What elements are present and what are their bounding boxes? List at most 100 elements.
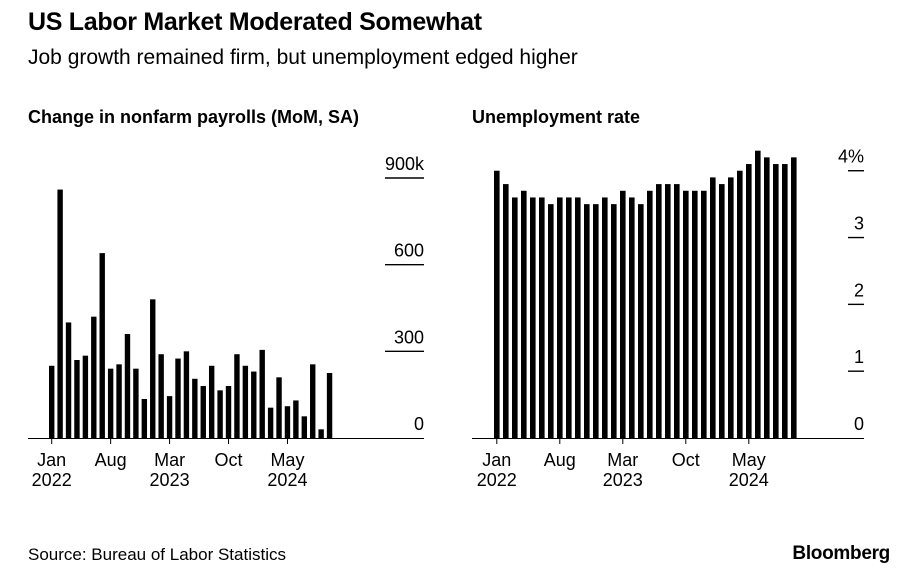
unemployment-bar: [548, 204, 554, 438]
payrolls-bar: [116, 364, 122, 438]
unemployment-bar: [530, 197, 536, 438]
unemployment-ytick-label: 4%: [838, 147, 864, 167]
unemployment-bar: [575, 197, 581, 438]
payrolls-xtick-year: 2024: [267, 470, 307, 490]
unemployment-bar: [719, 184, 725, 438]
payrolls-bar: [57, 189, 63, 438]
unemployment-bar: [503, 184, 509, 438]
unemployment-bar: [647, 190, 653, 438]
payrolls-xtick-month: Mar: [154, 450, 185, 470]
payrolls-bar: [318, 429, 324, 438]
payrolls-bar: [192, 378, 198, 438]
unemployment-bar: [773, 164, 779, 438]
payrolls-bar: [276, 377, 282, 438]
payrolls-bar: [82, 355, 89, 438]
unemployment-bar: [782, 164, 788, 438]
payrolls-ytick-label: 300: [394, 327, 424, 347]
payrolls-bar: [200, 386, 206, 438]
payrolls-bar: [99, 253, 105, 438]
unemployment-bar: [746, 164, 752, 438]
unemployment-bar: [683, 190, 689, 438]
unemployment-bar: [737, 170, 743, 438]
payrolls-xtick-month: Oct: [215, 450, 243, 470]
payrolls-bar: [208, 365, 215, 438]
unemployment-ytick-label: 1: [854, 347, 864, 367]
unemployment-bar: [584, 204, 590, 438]
payrolls-bar: [225, 386, 232, 438]
payrolls-bar: [141, 399, 148, 438]
payrolls-bar: [74, 360, 80, 438]
unemployment-xtick-year: 2024: [729, 470, 769, 490]
unemployment-xtick-month: Jan: [482, 450, 511, 470]
source-note: Source: Bureau of Labor Statistics: [28, 545, 286, 564]
payrolls-bar: [150, 299, 156, 438]
payrolls-bar: [133, 368, 139, 438]
payrolls-bar: [251, 371, 257, 438]
unemployment-bar: [692, 190, 698, 438]
unemployment-bar: [629, 197, 635, 438]
unemployment-bar: [521, 190, 527, 438]
chart-subtitle: Job growth remained firm, but unemployme…: [28, 46, 578, 69]
unemployment-bar: [665, 184, 671, 438]
payrolls-bar: [259, 349, 265, 438]
unemployment-xtick-year: 2023: [603, 470, 643, 490]
unemployment-xtick-month: May: [732, 450, 766, 470]
payrolls-bar: [124, 334, 131, 438]
unemployment-bar: [557, 197, 563, 438]
payrolls-xtick-year: 2023: [150, 470, 190, 490]
payrolls-ytick-label: 600: [394, 241, 424, 261]
unemployment-bar: [755, 150, 761, 438]
payrolls-xtick-month: Aug: [95, 450, 127, 470]
payrolls-bar: [293, 400, 299, 438]
unemployment-bar: [656, 184, 662, 438]
unemployment-bar: [539, 197, 545, 438]
unemployment-bar: [710, 177, 716, 438]
unemployment-panel-title: Unemployment rate: [472, 107, 641, 127]
unemployment-bar: [512, 197, 518, 438]
unemployment-bar: [566, 197, 572, 438]
payrolls-bar: [107, 368, 114, 438]
payrolls-bar: [91, 316, 97, 438]
payrolls-xtick-year: 2022: [32, 470, 72, 490]
payrolls-bar: [267, 407, 274, 438]
bloomberg-logo: Bloomberg: [792, 543, 890, 564]
payrolls-bar: [158, 354, 164, 438]
payrolls-bar: [301, 416, 307, 438]
payrolls-bar: [284, 406, 291, 438]
payrolls-xtick-month: May: [270, 450, 304, 470]
unemployment-xtick-month: Aug: [544, 450, 576, 470]
unemployment-bar: [620, 190, 626, 438]
payrolls-bar: [166, 396, 173, 438]
unemployment-bar: [764, 157, 770, 438]
unemployment-bar: [728, 177, 734, 438]
unemployment-ytick-label: 0: [854, 414, 864, 434]
unemployment-bar: [701, 190, 707, 438]
unemployment-bar: [674, 184, 680, 438]
unemployment-bar: [494, 170, 500, 438]
payrolls-bar: [310, 364, 316, 438]
payrolls-xtick-month: Jan: [37, 450, 66, 470]
unemployment-xtick-year: 2022: [477, 470, 517, 490]
payrolls-bar: [217, 390, 223, 438]
unemployment-ytick-label: 3: [854, 214, 864, 234]
unemployment-xtick-month: Mar: [607, 450, 638, 470]
payrolls-bar: [242, 365, 249, 438]
unemployment-bar: [602, 197, 608, 438]
payrolls-bar: [175, 358, 181, 438]
payrolls-bar: [326, 373, 333, 438]
payrolls-bar: [183, 351, 190, 438]
unemployment-bar: [638, 204, 644, 438]
unemployment-ytick-label: 2: [854, 280, 864, 300]
payrolls-bar: [234, 354, 240, 438]
unemployment-xtick-month: Oct: [672, 450, 700, 470]
payrolls-ytick-label: 0: [414, 414, 424, 434]
payrolls-ytick-label: 900k: [385, 154, 425, 174]
payrolls-bar: [49, 365, 55, 438]
payrolls-bar: [65, 322, 72, 438]
chart-title: US Labor Market Moderated Somewhat: [28, 8, 482, 36]
unemployment-bar: [791, 157, 797, 438]
unemployment-bar: [611, 204, 617, 438]
unemployment-bar: [593, 204, 599, 438]
